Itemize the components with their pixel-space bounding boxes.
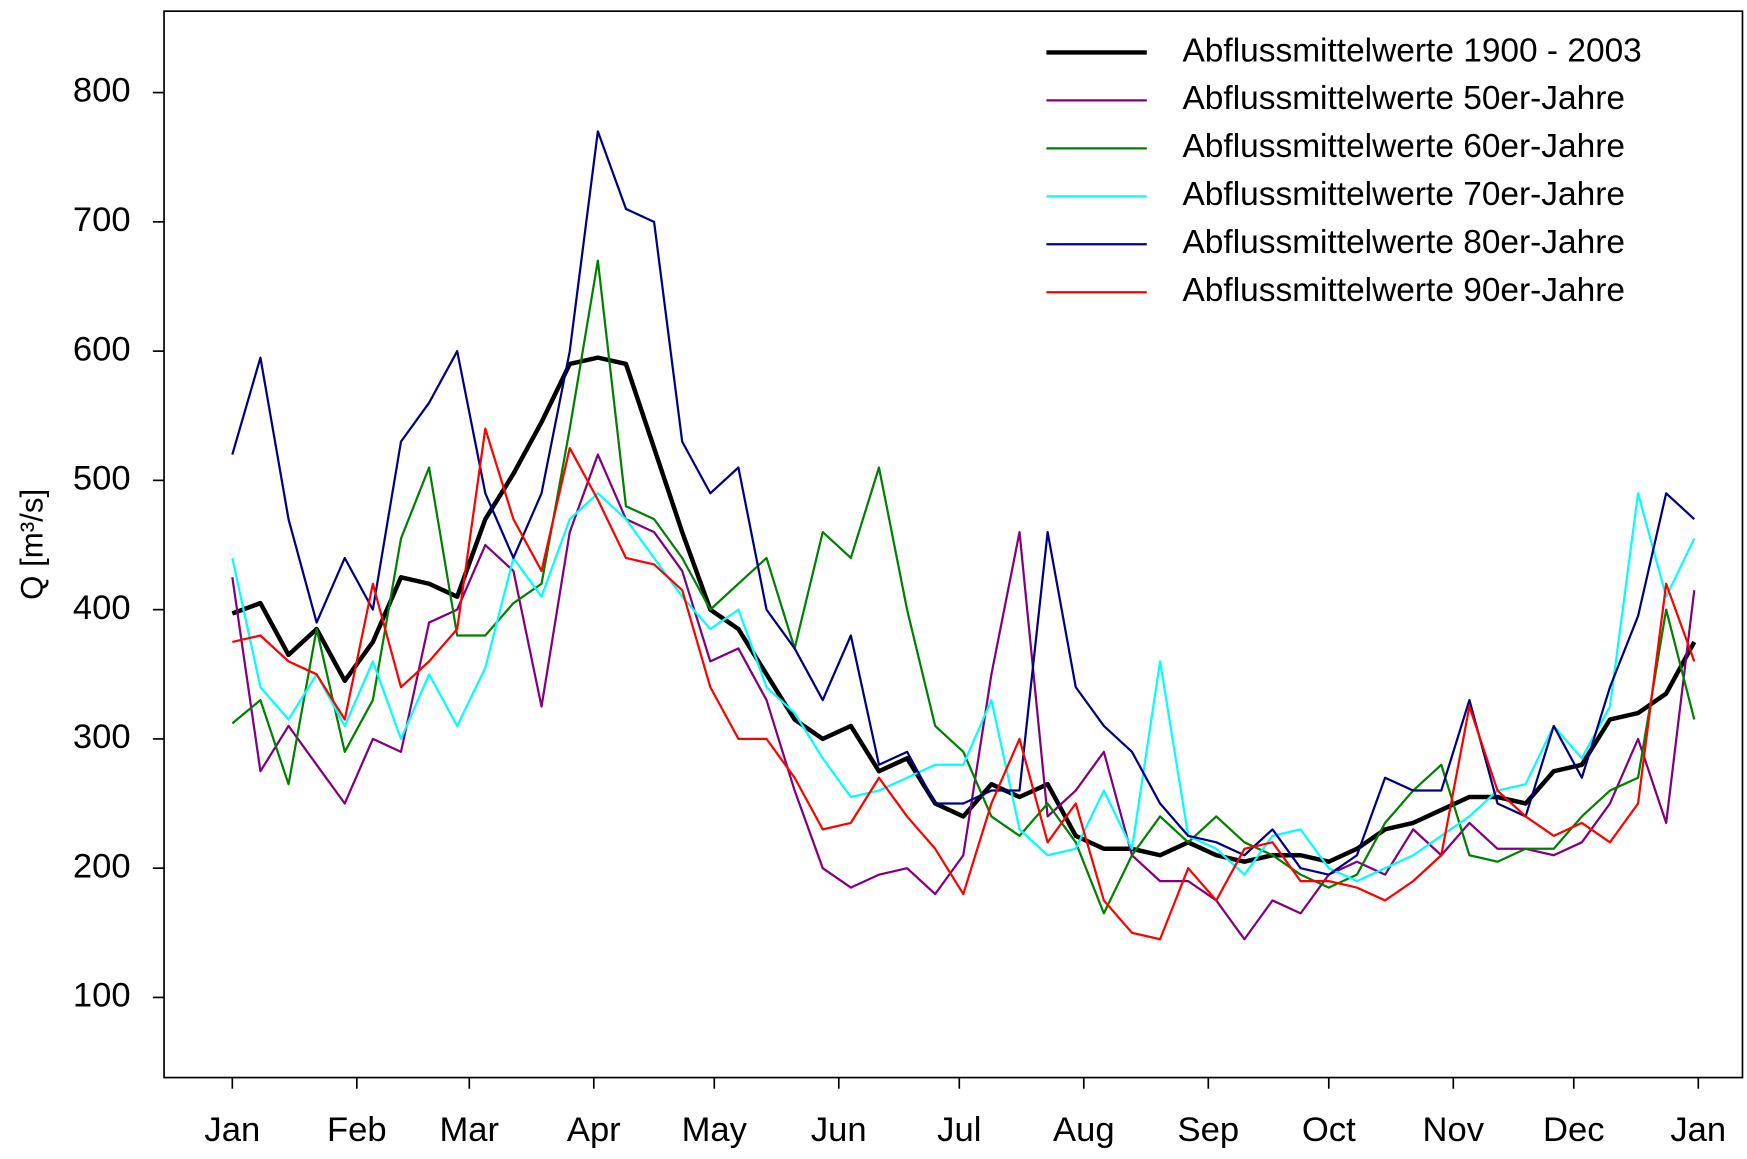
x-tick-label: Aug [1053,1111,1115,1149]
x-tick-label: Jul [937,1111,981,1149]
x-tick-label: Jan [1670,1111,1726,1149]
x-tick-label: May [682,1111,748,1149]
data-line [231,492,1696,883]
y-axis-label: Q [m³/s] [14,489,49,600]
y-tick-label: 100 [73,977,131,1015]
y-tick-label: 700 [73,201,131,239]
x-tick-label: Nov [1423,1111,1485,1149]
data-line [231,259,1696,915]
x-tick-label: Apr [567,1111,621,1149]
x-tick-label: Dec [1543,1111,1605,1149]
data-line [231,453,1696,941]
legend-label: Abflussmittelwerte 70er-Jahre [1182,176,1625,213]
data-line [232,427,1696,941]
y-tick-label: 600 [73,330,131,368]
legend-label: Abflussmittelwerte 1900 - 2003 [1182,32,1641,69]
plot-frame [163,10,1744,1079]
y-tick-label: 200 [73,847,131,885]
y-tick-label: 400 [73,589,131,627]
legend-label: Abflussmittelwerte 60er-Jahre [1182,128,1625,165]
x-tick-label: Sep [1178,1111,1240,1149]
y-tick-label: 800 [73,72,131,110]
x-tick-label: Feb [327,1111,387,1149]
legend-label: Abflussmittelwerte 50er-Jahre [1182,80,1625,117]
legend-label: Abflussmittelwerte 90er-Jahre [1182,272,1625,309]
y-tick-label: 300 [73,718,131,756]
x-tick-label: Oct [1302,1111,1356,1149]
x-tick-label: Mar [440,1111,500,1149]
x-tick-label: Jun [811,1111,867,1149]
data-line [231,355,1697,864]
data-line [231,130,1696,876]
x-tick-label: Jan [204,1111,260,1149]
y-tick-label: 500 [73,460,131,498]
legend-label: Abflussmittelwerte 80er-Jahre [1182,224,1625,261]
